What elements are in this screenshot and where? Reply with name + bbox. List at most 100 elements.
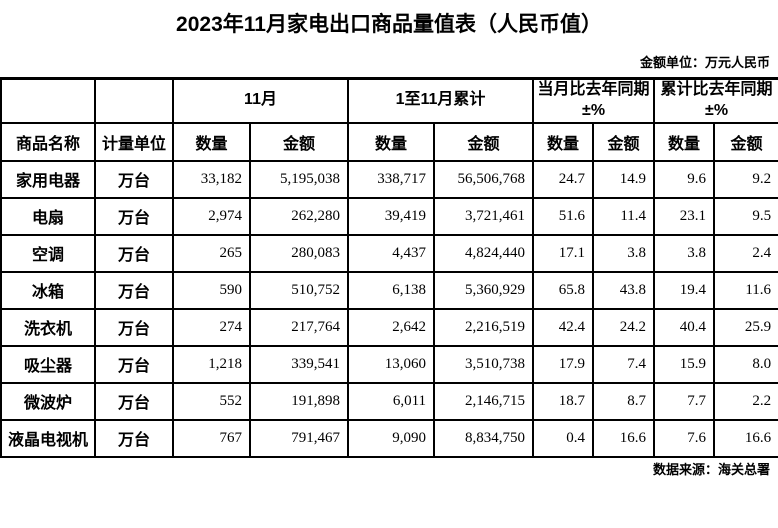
- value-cell: 8,834,750: [433, 418, 535, 458]
- table-row: 洗衣机 万台 274 217,764 2,642 2,216,519 42.4 …: [0, 307, 778, 347]
- product-name-cell: 液晶电视机: [0, 418, 96, 458]
- value-cell: 9.5: [713, 196, 778, 236]
- col-header-quantity: 数量: [653, 121, 716, 162]
- unit-cell: 万台: [94, 159, 174, 199]
- value-cell: 280,083: [248, 233, 350, 273]
- value-cell: 18.7: [532, 381, 595, 421]
- value-cell: 17.1: [532, 233, 595, 273]
- value-cell: 2,216,519: [433, 307, 535, 347]
- value-cell: 2,974: [172, 196, 251, 236]
- table-row: 冰箱 万台 590 510,752 6,138 5,360,929 65.8 4…: [0, 270, 778, 310]
- col-header-quantity: 数量: [347, 121, 436, 162]
- col-header-unit: 计量单位: [94, 121, 174, 162]
- unit-cell: 万台: [94, 270, 174, 310]
- value-cell: 2.4: [713, 233, 778, 273]
- group-header-row: 11月 1至11月累计 当月比去年同期 ±% 累计比去年同期 ±%: [0, 77, 778, 124]
- value-cell: 39,419: [347, 196, 436, 236]
- export-table: 11月 1至11月累计 当月比去年同期 ±% 累计比去年同期 ±% 商品名称 计…: [0, 77, 778, 458]
- product-name-cell: 家用电器: [0, 159, 96, 199]
- table-row: 电扇 万台 2,974 262,280 39,419 3,721,461 51.…: [0, 196, 778, 236]
- value-cell: 56,506,768: [433, 159, 535, 199]
- value-cell: 767: [172, 418, 251, 458]
- col-header-amount: 金额: [433, 121, 535, 162]
- header-corner-cell: [0, 77, 96, 124]
- value-cell: 2.2: [713, 381, 778, 421]
- value-cell: 510,752: [248, 270, 350, 310]
- col-header-quantity: 数量: [172, 121, 251, 162]
- value-cell: 16.6: [592, 418, 656, 458]
- product-name-cell: 电扇: [0, 196, 96, 236]
- unit-cell: 万台: [94, 307, 174, 347]
- value-cell: 2,146,715: [433, 381, 535, 421]
- value-cell: 9,090: [347, 418, 436, 458]
- table-row: 吸尘器 万台 1,218 339,541 13,060 3,510,738 17…: [0, 344, 778, 384]
- value-cell: 217,764: [248, 307, 350, 347]
- product-name-cell: 冰箱: [0, 270, 96, 310]
- value-cell: 4,437: [347, 233, 436, 273]
- value-cell: 19.4: [653, 270, 716, 310]
- product-name-cell: 空调: [0, 233, 96, 273]
- table-row: 微波炉 万台 552 191,898 6,011 2,146,715 18.7 …: [0, 381, 778, 421]
- group-header-cumulative: 1至11月累计: [347, 77, 535, 124]
- value-cell: 40.4: [653, 307, 716, 347]
- value-cell: 11.6: [713, 270, 778, 310]
- group-header-cumulative-yoy: 累计比去年同期 ±%: [653, 77, 778, 124]
- value-cell: 6,011: [347, 381, 436, 421]
- product-name-cell: 吸尘器: [0, 344, 96, 384]
- value-cell: 65.8: [532, 270, 595, 310]
- value-cell: 13,060: [347, 344, 436, 384]
- value-cell: 791,467: [248, 418, 350, 458]
- page-title: 2023年11月家电出口商品量值表（人民币值）: [176, 13, 602, 36]
- value-cell: 3.8: [592, 233, 656, 273]
- col-header-product: 商品名称: [0, 121, 96, 162]
- value-cell: 274: [172, 307, 251, 347]
- value-cell: 9.2: [713, 159, 778, 199]
- value-cell: 3,721,461: [433, 196, 535, 236]
- value-cell: 43.8: [592, 270, 656, 310]
- value-cell: 338,717: [347, 159, 436, 199]
- value-cell: 15.9: [653, 344, 716, 384]
- header-corner-cell: [94, 77, 174, 124]
- value-cell: 8.0: [713, 344, 778, 384]
- value-cell: 23.1: [653, 196, 716, 236]
- value-cell: 5,195,038: [248, 159, 350, 199]
- value-cell: 5,360,929: [433, 270, 535, 310]
- value-cell: 552: [172, 381, 251, 421]
- value-cell: 24.7: [532, 159, 595, 199]
- value-cell: 1,218: [172, 344, 251, 384]
- value-cell: 191,898: [248, 381, 350, 421]
- source-note: 数据来源：海关总署: [652, 461, 770, 477]
- value-cell: 262,280: [248, 196, 350, 236]
- unit-cell: 万台: [94, 196, 174, 236]
- col-header-quantity: 数量: [532, 121, 595, 162]
- unit-cell: 万台: [94, 418, 174, 458]
- group-header-november: 11月: [171, 77, 350, 124]
- unit-cell: 万台: [94, 233, 174, 273]
- value-cell: 0.4: [532, 418, 595, 458]
- table-row: 家用电器 万台 33,182 5,195,038 338,717 56,506,…: [0, 159, 778, 199]
- value-cell: 33,182: [172, 159, 251, 199]
- value-cell: 25.9: [713, 307, 778, 347]
- value-cell: 16.6: [713, 418, 778, 458]
- col-header-amount: 金额: [592, 121, 656, 162]
- value-cell: 265: [172, 233, 251, 273]
- product-name-cell: 洗衣机: [0, 307, 96, 347]
- value-cell: 17.9: [532, 344, 595, 384]
- value-cell: 590: [172, 270, 251, 310]
- value-cell: 3.8: [653, 233, 716, 273]
- value-cell: 51.6: [532, 196, 595, 236]
- unit-cell: 万台: [94, 344, 174, 384]
- value-cell: 4,824,440: [433, 233, 535, 273]
- table-row: 空调 万台 265 280,083 4,437 4,824,440 17.1 3…: [0, 233, 778, 273]
- value-cell: 24.2: [592, 307, 656, 347]
- value-cell: 14.9: [592, 159, 656, 199]
- value-cell: 2,642: [347, 307, 436, 347]
- value-cell: 7.6: [653, 418, 716, 458]
- value-cell: 7.7: [653, 381, 716, 421]
- value-cell: 8.7: [592, 381, 656, 421]
- table-row: 液晶电视机 万台 767 791,467 9,090 8,834,750 0.4…: [0, 418, 778, 458]
- value-cell: 3,510,738: [433, 344, 535, 384]
- value-cell: 9.6: [653, 159, 716, 199]
- value-cell: 42.4: [532, 307, 595, 347]
